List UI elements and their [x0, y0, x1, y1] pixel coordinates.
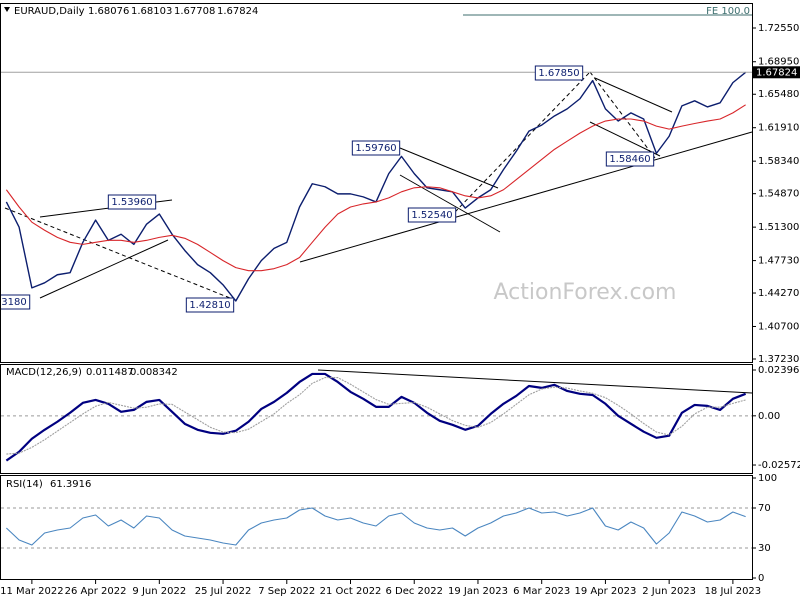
macd-trend-line	[317, 369, 753, 394]
annotation-label: 3180	[1, 297, 26, 308]
annotation-box	[351, 140, 401, 156]
x-tick-label: 19 Apr 2023	[575, 586, 637, 597]
x-tick-label: 7 Sep 2022	[258, 586, 315, 597]
annotation-box	[534, 65, 584, 81]
symbol-title: EURAUD,Daily	[14, 6, 85, 17]
series-line	[5, 507, 746, 546]
x-tick-label: 6 Dec 2022	[385, 586, 443, 597]
x-tick-label: 6 Mar 2023	[513, 586, 570, 597]
annotation: 1.59760	[351, 140, 401, 156]
rsi-title: RSI(14)	[6, 479, 43, 490]
trend-line	[594, 77, 673, 113]
rsi-panel	[0, 475, 753, 580]
x-tick-label: 26 Apr 2022	[65, 586, 127, 597]
y-tick-label: 1.37230	[758, 354, 799, 365]
annotation-label: 1.52540	[411, 210, 452, 221]
x-tick-label: 19 Jan 2023	[448, 586, 508, 597]
annotation: 1.58460	[605, 151, 655, 167]
annotation-label: 1.67850	[538, 68, 579, 79]
annotation-box	[185, 297, 235, 313]
y-tick-label: 1.58340	[758, 156, 799, 167]
y-tick-label: 30	[758, 543, 771, 554]
series-line	[5, 104, 746, 272]
x-tick-label: 21 Oct 2022	[320, 586, 382, 597]
annotation-label: 1.53960	[111, 197, 152, 208]
trend-line	[39, 239, 169, 299]
y-tick-label: 1.54870	[758, 189, 799, 200]
plots: 1.67850 1.59760 1.52540 1.58460 1.53960 1.428…	[0, 65, 752, 549]
annotation: 3180	[0, 294, 31, 310]
x-tick-label: 18 Jul 2023	[705, 586, 762, 597]
annotation-label: 1.59760	[355, 143, 396, 154]
price-panel	[0, 3, 753, 363]
annotation: 1.67850	[534, 65, 584, 81]
x-tick-label: 25 Jul 2022	[195, 586, 252, 597]
annotation-label: 1.42810	[189, 300, 230, 311]
x-tick-label: 9 Jun 2022	[132, 586, 186, 597]
annotation-box	[107, 194, 157, 210]
trend-line	[454, 71, 591, 213]
macd-title: MACD(12,26,9)	[6, 367, 82, 378]
annotation: 1.52540	[407, 207, 457, 223]
trend-line	[399, 174, 501, 233]
menu-icon	[4, 7, 10, 12]
watermark: ActionForex.com	[494, 280, 677, 305]
y-tick-label: 1.51300	[758, 222, 799, 233]
last-price-label: 1.67824	[756, 67, 797, 78]
y-tick-label: 1.68950	[758, 57, 799, 68]
y-tick-label: 1.61910	[758, 123, 799, 134]
x-tick-label: 11 Mar 2022	[0, 586, 63, 597]
y-tick-label: 0.00	[758, 411, 780, 422]
trend-line	[4, 207, 236, 301]
annotation: 1.53960	[107, 194, 157, 210]
close-value: 1.67824	[217, 6, 258, 17]
y-tick-label: -0.025726	[758, 460, 800, 471]
annotation: 1.42810	[185, 297, 235, 313]
last-price-tag	[752, 66, 800, 79]
y-tick-label: 0.023963	[758, 365, 800, 376]
annotation-box	[407, 207, 457, 223]
low-value: 1.67708	[174, 6, 215, 17]
high-value: 1.68103	[131, 6, 172, 17]
y-tick-label: 100	[758, 473, 777, 484]
signal-value: 0.008342	[130, 367, 178, 378]
macd-panel	[0, 364, 753, 474]
y-tick-label: 1.47730	[758, 256, 799, 267]
y-tick-label: 1.40700	[758, 321, 799, 332]
series-line	[5, 372, 747, 462]
trend-line	[589, 71, 656, 159]
trend-line	[299, 131, 753, 263]
trend-line	[399, 147, 499, 189]
rsi-value: 61.3916	[50, 479, 91, 490]
series-line	[6, 377, 746, 455]
annotation-box	[0, 294, 31, 310]
trend-lines	[4, 14, 753, 394]
open-value: 1.68076	[88, 6, 129, 17]
x-tick-label: 2 Jun 2023	[642, 586, 696, 597]
annotation-label: 1.58460	[609, 154, 650, 165]
y-tick-label: 1.44270	[758, 288, 799, 299]
annotation-box	[605, 151, 655, 167]
y-tick-label: 70	[758, 503, 771, 514]
trend-line	[589, 121, 661, 157]
y-tick-label: 1.65480	[758, 89, 799, 100]
macd-value: 0.011487	[86, 367, 134, 378]
fe-label: FE 100.0	[706, 6, 750, 17]
y-tick-label: 1.72550	[758, 23, 799, 34]
y-tick-label: 0	[758, 573, 764, 584]
